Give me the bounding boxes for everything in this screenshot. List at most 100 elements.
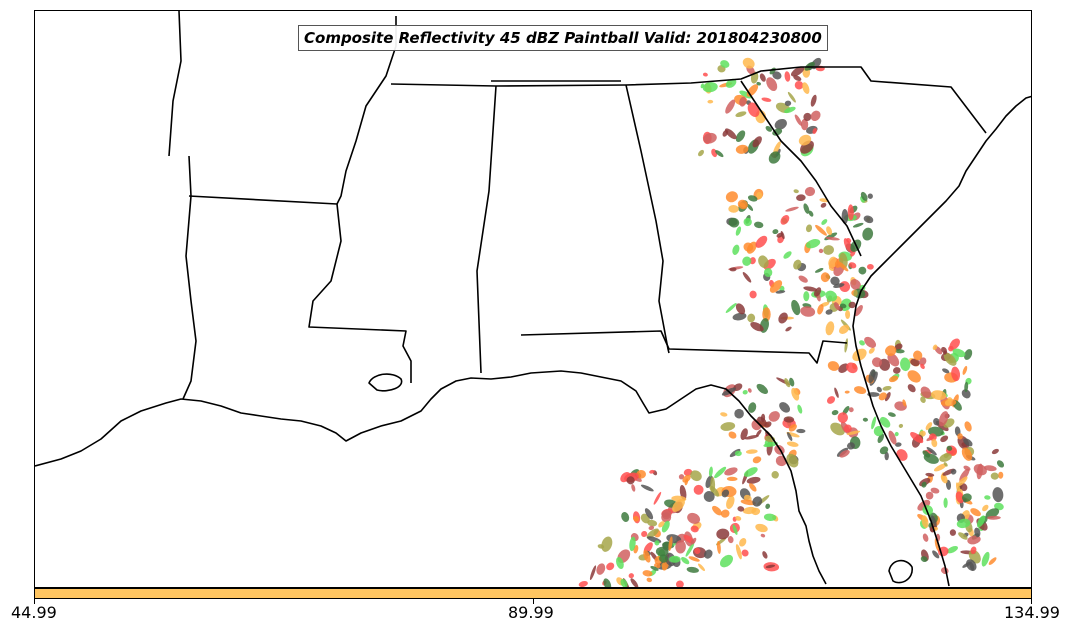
reflectivity-cell bbox=[846, 362, 858, 374]
reflectivity-cell bbox=[724, 467, 738, 476]
border-mississippi-river bbox=[308, 203, 412, 383]
reflectivity-cell bbox=[742, 256, 752, 266]
reflectivity-cell bbox=[658, 521, 665, 528]
reflectivity-cell bbox=[789, 377, 795, 387]
reflectivity-cell bbox=[852, 348, 867, 362]
reflectivity-cell bbox=[737, 506, 745, 512]
reflectivity-cell bbox=[779, 402, 791, 413]
reflectivity-cell bbox=[633, 515, 639, 522]
reflectivity-cell bbox=[986, 515, 1001, 520]
reflectivity-cell bbox=[854, 305, 863, 317]
reflectivity-cell bbox=[907, 384, 916, 393]
reflectivity-cell bbox=[826, 226, 833, 236]
reflectivity-cell bbox=[749, 257, 756, 265]
reflectivity-cell bbox=[949, 529, 957, 536]
reflectivity-cell bbox=[688, 556, 700, 562]
reflectivity-cell bbox=[616, 556, 624, 570]
reflectivity-cell bbox=[871, 416, 877, 430]
reflectivity-cell bbox=[894, 349, 905, 354]
reflectivity-cell bbox=[967, 535, 981, 545]
reflectivity-cell bbox=[649, 469, 655, 474]
okeechobee bbox=[888, 559, 913, 584]
reflectivity-cell bbox=[796, 428, 806, 434]
reflectivity-cell bbox=[894, 431, 899, 437]
reflectivity-cell bbox=[985, 508, 1000, 519]
reflectivity-cell bbox=[798, 134, 812, 146]
reflectivity-cell bbox=[796, 194, 806, 202]
reflectivity-cell bbox=[845, 310, 851, 319]
reflectivity-cell bbox=[922, 533, 929, 542]
reflectivity-cell bbox=[778, 312, 788, 324]
reflectivity-cell bbox=[933, 463, 947, 472]
reflectivity-cell bbox=[756, 383, 768, 394]
reflectivity-cell bbox=[720, 412, 728, 417]
reflectivity-cell bbox=[785, 326, 792, 332]
reflectivity-cell bbox=[783, 416, 795, 423]
reflectivity-cell bbox=[749, 483, 757, 492]
reflectivity-cell bbox=[704, 549, 713, 559]
colorbar-tick-label-max: 134.99 bbox=[1004, 603, 1060, 622]
reflectivity-cell bbox=[707, 99, 714, 104]
reflectivity-cell bbox=[720, 60, 730, 68]
reflectivity-cell bbox=[750, 321, 764, 332]
reflectivity-cell bbox=[762, 551, 768, 559]
reflectivity-cell bbox=[735, 226, 742, 236]
reflectivity-cell bbox=[932, 550, 940, 559]
reflectivity-cell bbox=[726, 476, 738, 482]
reflectivity-cell bbox=[746, 203, 754, 211]
reflectivity-cell bbox=[804, 186, 816, 197]
reflectivity-cell bbox=[668, 536, 673, 552]
border-tennessee-line bbox=[495, 84, 627, 87]
reflectivity-cell bbox=[963, 465, 971, 471]
reflectivity-cell bbox=[976, 515, 986, 528]
reflectivity-cell bbox=[802, 82, 810, 94]
reflectivity-cell bbox=[808, 210, 814, 217]
reflectivity-cell bbox=[729, 267, 737, 272]
reflectivity-cell bbox=[859, 340, 865, 346]
reflectivity-cell bbox=[786, 431, 800, 438]
reflectivity-cell bbox=[755, 523, 768, 533]
reflectivity-cell bbox=[841, 209, 849, 224]
reflectivity-cell bbox=[952, 348, 966, 358]
reflectivity-cell bbox=[721, 489, 730, 498]
reflectivity-cell bbox=[709, 485, 720, 497]
reflectivity-cell bbox=[921, 481, 927, 488]
reflectivity-cell bbox=[803, 112, 812, 121]
reflectivity-cell bbox=[734, 450, 742, 457]
reflectivity-cell bbox=[943, 352, 957, 366]
reflectivity-cell bbox=[762, 307, 771, 322]
reflectivity-cell bbox=[769, 280, 783, 293]
reflectivity-cell bbox=[675, 540, 686, 554]
reflectivity-cell bbox=[788, 424, 797, 432]
reflectivity-cell bbox=[686, 566, 699, 573]
reflectivity-cell bbox=[735, 111, 747, 118]
reflectivity-cell bbox=[884, 451, 889, 461]
border-miss-river-north bbox=[336, 16, 397, 205]
reflectivity-cell bbox=[725, 78, 737, 88]
reflectivity-cell bbox=[820, 202, 827, 208]
reflectivity-cell bbox=[876, 386, 882, 393]
border-oklahoma-arkansas bbox=[168, 11, 182, 157]
reflectivity-cell bbox=[708, 466, 713, 477]
reflectivity-cell bbox=[678, 474, 685, 480]
border-north-carolina-tennessee bbox=[625, 66, 987, 134]
reflectivity-cell bbox=[931, 439, 938, 448]
reflectivity-cell bbox=[800, 306, 816, 317]
reflectivity-cell bbox=[794, 80, 804, 90]
reflectivity-cell bbox=[921, 515, 929, 529]
reflectivity-cell bbox=[766, 77, 778, 91]
reflectivity-cell bbox=[825, 309, 833, 315]
reflectivity-cell bbox=[862, 227, 874, 241]
reflectivity-cell bbox=[955, 491, 964, 504]
reflectivity-cell bbox=[761, 97, 772, 102]
reflectivity-cell bbox=[964, 349, 973, 360]
reflectivity-cell bbox=[715, 150, 724, 158]
reflectivity-cell bbox=[868, 369, 876, 384]
reflectivity-cell bbox=[820, 272, 830, 283]
reflectivity-cell bbox=[601, 536, 613, 552]
reflectivity-cell bbox=[786, 441, 799, 447]
reflectivity-cell bbox=[970, 546, 977, 555]
reflectivity-cell bbox=[920, 386, 932, 399]
reflectivity-cell bbox=[672, 498, 685, 512]
reflectivity-cell bbox=[976, 463, 983, 480]
